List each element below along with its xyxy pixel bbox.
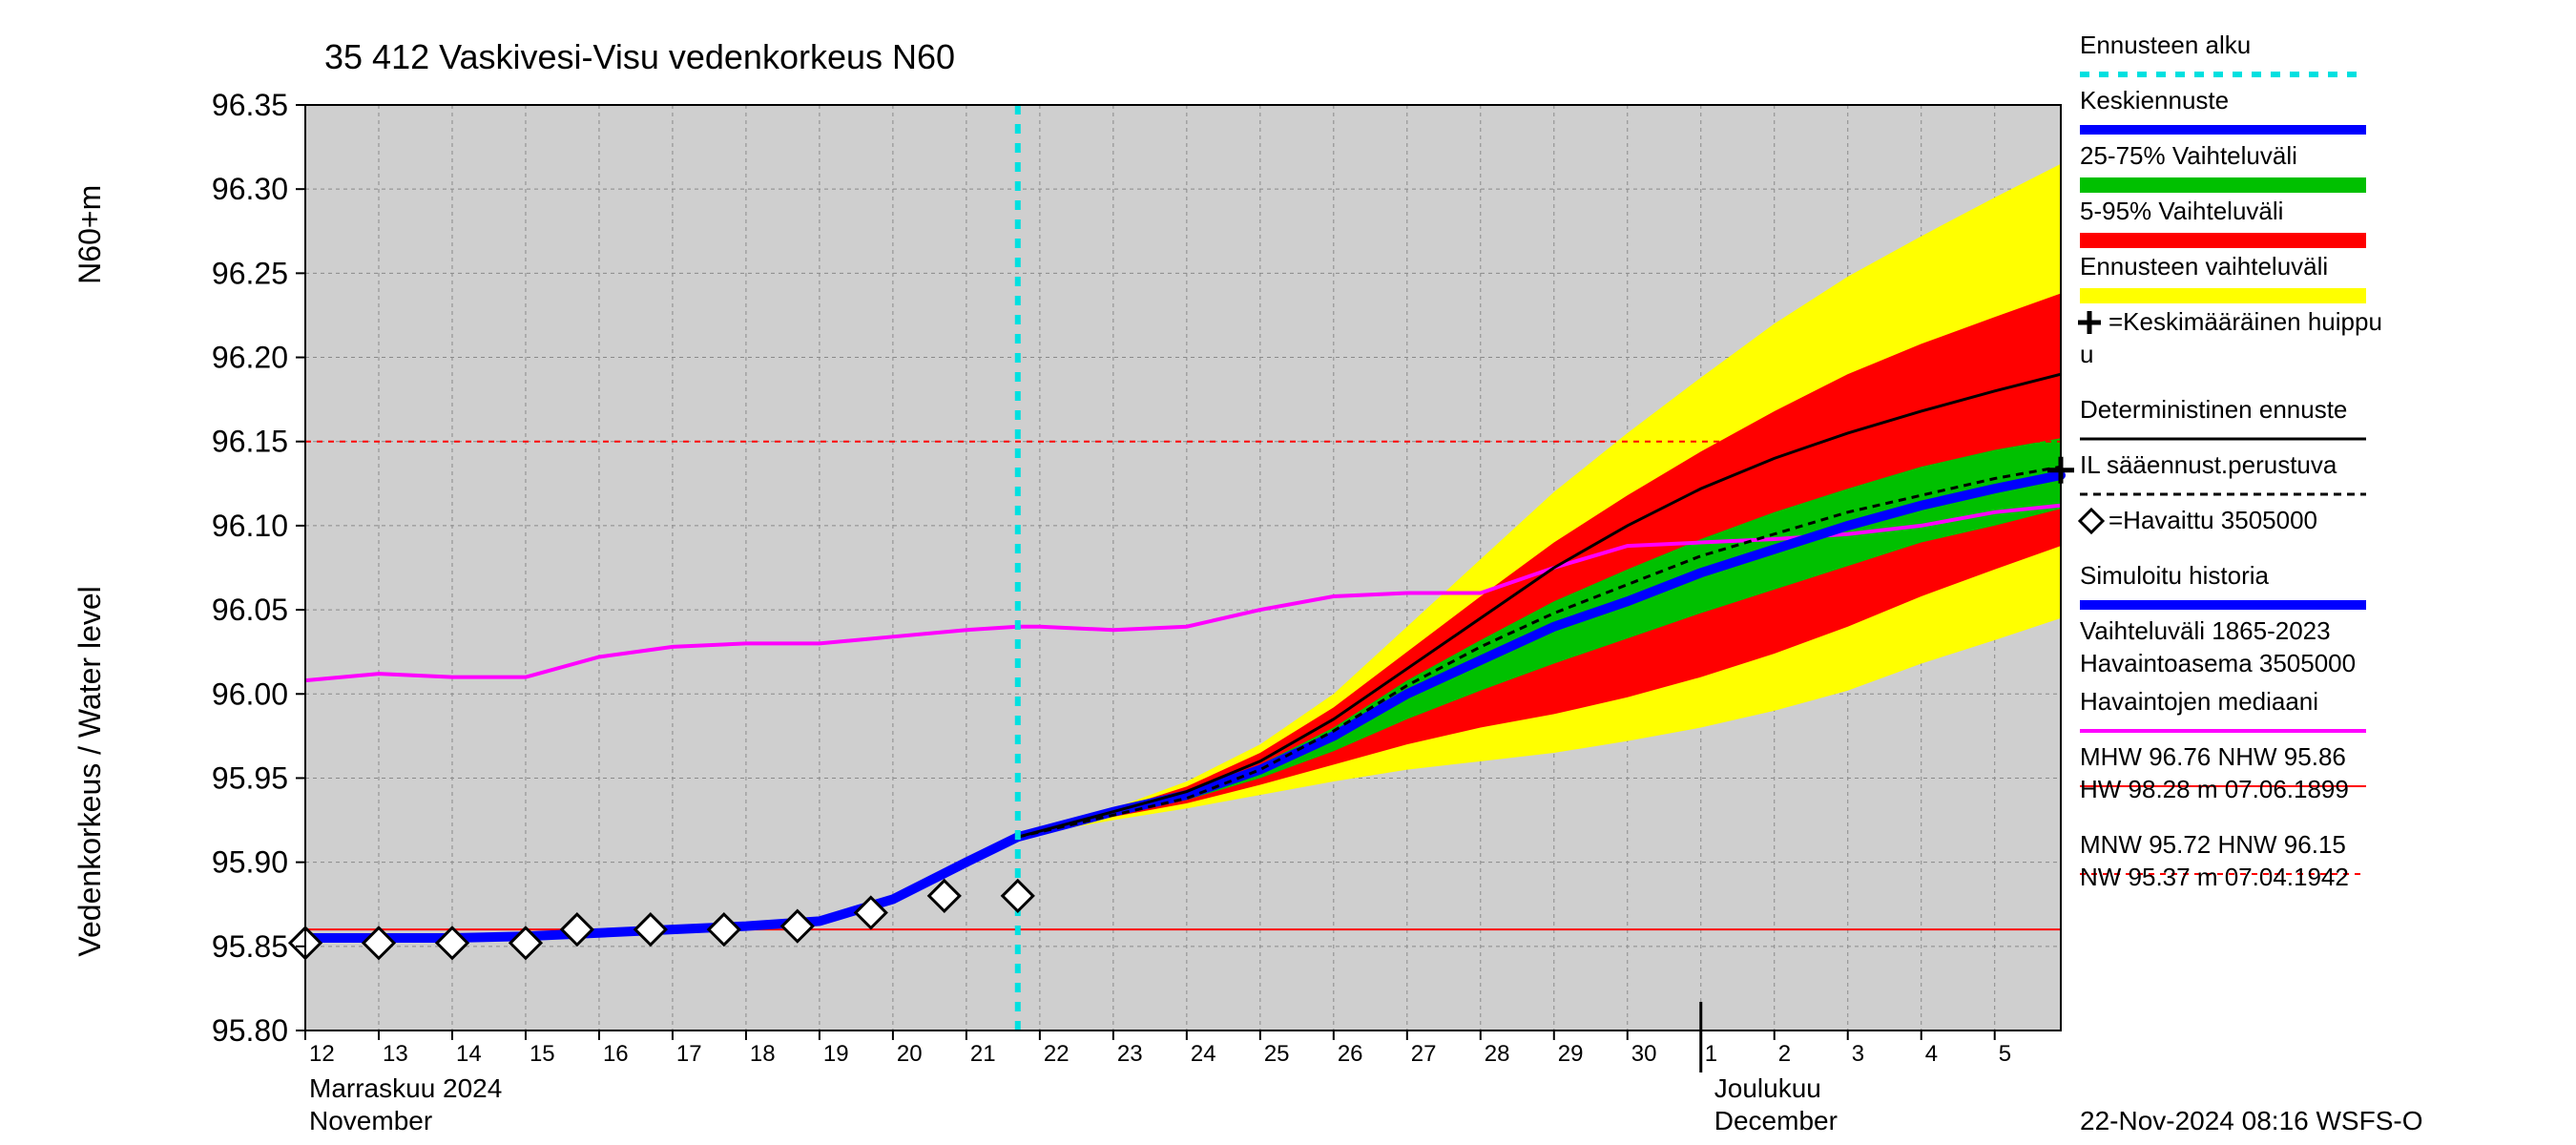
chart-container: 95.80 95.85 95.90 95.95 96.00 96.05 96.10 96.15…	[0, 0, 2576, 1145]
y-tick-label: 95.80	[212, 1013, 288, 1048]
x-tick-label: 15	[530, 1041, 555, 1067]
legend-label: =Keskimääräinen huippu	[2109, 307, 2382, 336]
legend-label: MNW 95.72 HNW 96.15	[2080, 830, 2346, 859]
y-tick-label: 95.95	[212, 760, 288, 795]
x-tick-label: 29	[1558, 1041, 1584, 1067]
x-tick-label: 19	[823, 1041, 849, 1067]
x-tick-label: 3	[1852, 1041, 1864, 1067]
legend-label: Havaintojen mediaani	[2080, 687, 2318, 716]
y-tick-label: 96.00	[212, 677, 288, 711]
y-tick-label: 96.10	[212, 509, 288, 543]
y-tick-label: 96.35	[212, 88, 288, 122]
y-tick-label: 95.85	[212, 929, 288, 964]
x-tick-label: 28	[1485, 1041, 1510, 1067]
y-tick-label: 96.20	[212, 341, 288, 375]
legend-label: 5-95% Vaihteluväli	[2080, 197, 2283, 225]
x-tick-label: 27	[1411, 1041, 1437, 1067]
legend-label: Keskiennuste	[2080, 86, 2229, 114]
x-tick-label: 5	[1999, 1041, 2011, 1067]
y-tick-label: 95.90	[212, 845, 288, 880]
y-tick-label: 96.15	[212, 425, 288, 459]
y-axis-label-2: N60+m	[73, 185, 107, 284]
legend-label: Ennusteen alku	[2080, 31, 2251, 59]
legend-label: Vaihteluväli 1865-2023	[2080, 616, 2331, 645]
legend-label: Deterministinen ennuste	[2080, 395, 2347, 424]
legend-label-2: Havaintoasema 3505000	[2080, 649, 2356, 677]
x-tick-label: 4	[1925, 1041, 1938, 1067]
legend-label: 25-75% Vaihteluväli	[2080, 141, 2297, 170]
x-tick-label: 21	[970, 1041, 996, 1067]
month-label-fi: Marraskuu 2024	[309, 1073, 502, 1103]
x-tick-label: 17	[676, 1041, 702, 1067]
y-tick-label: 96.05	[212, 593, 288, 627]
x-tick-label: 26	[1338, 1041, 1363, 1067]
x-tick-label: 2	[1778, 1041, 1791, 1067]
legend-label: IL sääennust.perustuva	[2080, 450, 2337, 479]
legend-label-2: NW 95.37 m 07.04.1942	[2080, 863, 2349, 891]
legend-label-2: u	[2080, 340, 2093, 368]
x-tick-label: 12	[309, 1041, 335, 1067]
x-tick-label: 14	[456, 1041, 482, 1067]
x-tick-label: 20	[897, 1041, 923, 1067]
legend-label: =Havaittu 3505000	[2109, 506, 2317, 534]
y-tick-label: 96.30	[212, 172, 288, 206]
x-tick-label: 23	[1117, 1041, 1143, 1067]
x-tick-label: 22	[1044, 1041, 1070, 1067]
legend-label: MHW 96.76 NHW 95.86	[2080, 742, 2346, 771]
month-label-en: November	[309, 1106, 432, 1135]
legend-label-2: HW 98.28 m 07.06.1899	[2080, 775, 2349, 803]
month-label-fi-2: Joulukuu	[1714, 1073, 1821, 1103]
y-tick-label: 96.25	[212, 256, 288, 290]
chart-svg: 95.80 95.85 95.90 95.95 96.00 96.05 96.10 96.15…	[0, 0, 2576, 1145]
y-axis-label-1: Vedenkorkeus / Water level	[73, 586, 107, 956]
month-label-en-2: December	[1714, 1106, 1838, 1135]
x-tick-label: 18	[750, 1041, 776, 1067]
x-tick-label: 1	[1705, 1041, 1717, 1067]
x-tick-label: 25	[1264, 1041, 1290, 1067]
x-tick-label: 16	[603, 1041, 629, 1067]
x-tick-label: 30	[1631, 1041, 1657, 1067]
legend-label: Ennusteen vaihteluväli	[2080, 252, 2328, 281]
chart-footer: 22-Nov-2024 08:16 WSFS-O	[2080, 1106, 2423, 1135]
legend-label: Simuloitu historia	[2080, 561, 2270, 590]
chart-title: 35 412 Vaskivesi-Visu vedenkorkeus N60	[324, 37, 955, 76]
x-tick-label: 13	[383, 1041, 408, 1067]
x-tick-label: 24	[1191, 1041, 1216, 1067]
